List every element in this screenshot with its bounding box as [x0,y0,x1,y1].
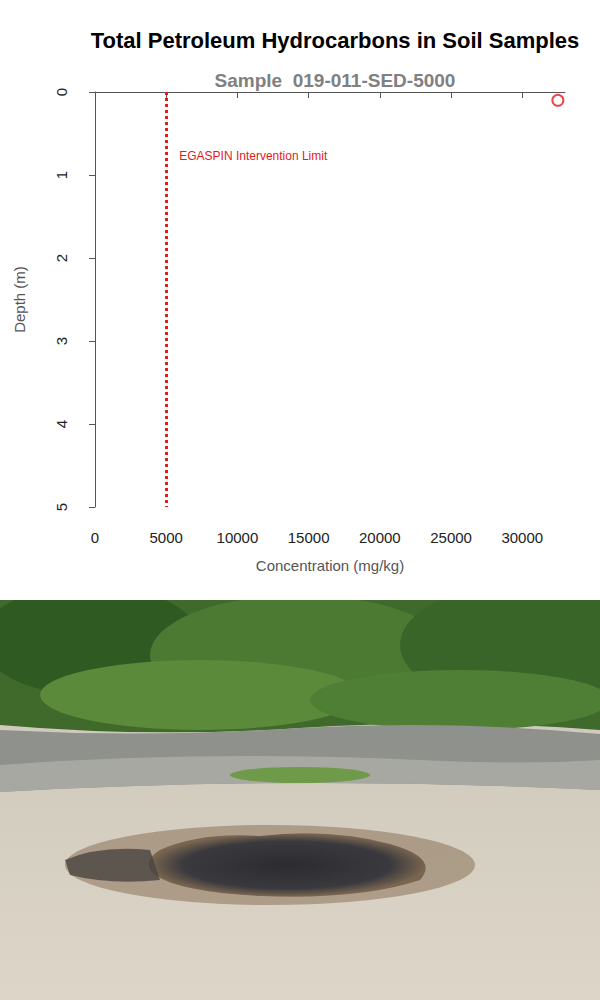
svg-text:Total Petroleum Hydrocarbons i: Total Petroleum Hydrocarbons in Soil Sam… [91,28,580,53]
svg-text:25000: 25000 [430,529,472,546]
svg-text:Concentration (mg/kg): Concentration (mg/kg) [256,557,404,574]
svg-text:1: 1 [53,171,70,179]
svg-text:20000: 20000 [359,529,401,546]
svg-text:10000: 10000 [217,529,259,546]
svg-text:0: 0 [91,529,99,546]
svg-text:30000: 30000 [501,529,543,546]
svg-text:4: 4 [53,420,70,428]
svg-text:EGASPIN Intervention Limit: EGASPIN Intervention Limit [179,149,328,163]
svg-text:15000: 15000 [288,529,330,546]
svg-text:0: 0 [53,88,70,96]
svg-text:5: 5 [53,503,70,511]
svg-text:Depth (m): Depth (m) [11,266,28,333]
svg-text:3: 3 [53,337,70,345]
svg-text:2: 2 [53,254,70,262]
svg-text:Sample 019-011-SED-5000: Sample 019-011-SED-5000 [215,70,456,91]
svg-text:5000: 5000 [150,529,183,546]
